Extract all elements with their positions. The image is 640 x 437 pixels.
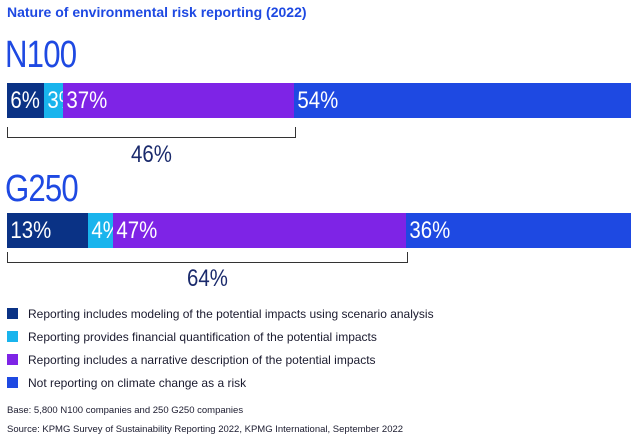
base-note: Base: 5,800 N100 companies and 250 G250 …	[7, 405, 244, 416]
data-label: 13%	[10, 217, 52, 244]
legend-label: Reporting includes modeling of the poten…	[28, 306, 434, 321]
legend-swatch	[7, 377, 18, 388]
bracket-label-n100: 46%	[130, 141, 172, 168]
legend-item: Reporting includes modeling of the poten…	[7, 302, 434, 325]
bracket-g250	[7, 252, 409, 263]
bar-segment: 13%	[7, 213, 89, 248]
source-note: Source: KPMG Survey of Sustainability Re…	[7, 424, 404, 435]
legend-item: Reporting provides financial quantificat…	[7, 325, 434, 348]
data-label: 37%	[66, 87, 108, 114]
legend-swatch	[7, 331, 18, 342]
bar-segment: 37%	[63, 83, 295, 118]
legend-label: Not reporting on climate change as a ris…	[28, 375, 247, 390]
legend-swatch	[7, 354, 18, 365]
stacked-bar-n100: 6%3%37% 54%	[7, 83, 631, 118]
data-label: 36%	[409, 217, 451, 244]
group-label-n100: N100	[5, 34, 77, 76]
legend-swatch	[7, 308, 18, 319]
bar-segment: 3%	[44, 83, 77, 118]
data-label: 47%	[116, 217, 158, 244]
bracket-label-g250: 64%	[186, 265, 228, 292]
bracket-n100	[7, 127, 297, 138]
stacked-bar-g250: 13% 4% 47% 36%	[7, 213, 631, 248]
bar-segment: 4%	[88, 213, 121, 248]
data-label: 54%	[297, 87, 339, 114]
legend-label: Reporting provides financial quantificat…	[28, 329, 377, 344]
data-label: 6%	[10, 87, 40, 114]
chart-title: Nature of environmental risk reporting (…	[7, 4, 307, 20]
bar-segment: 47%	[113, 213, 407, 248]
bar-segment: 36%	[406, 213, 631, 248]
bar-segment: 54%	[294, 83, 631, 118]
legend-label: Reporting includes a narrative descripti…	[28, 352, 376, 367]
legend: Reporting includes modeling of the poten…	[7, 302, 434, 394]
group-label-g250: G250	[5, 168, 79, 210]
legend-item: Reporting includes a narrative descripti…	[7, 348, 434, 371]
legend-item: Not reporting on climate change as a ris…	[7, 371, 434, 394]
bar-segment: 6%	[7, 83, 45, 118]
